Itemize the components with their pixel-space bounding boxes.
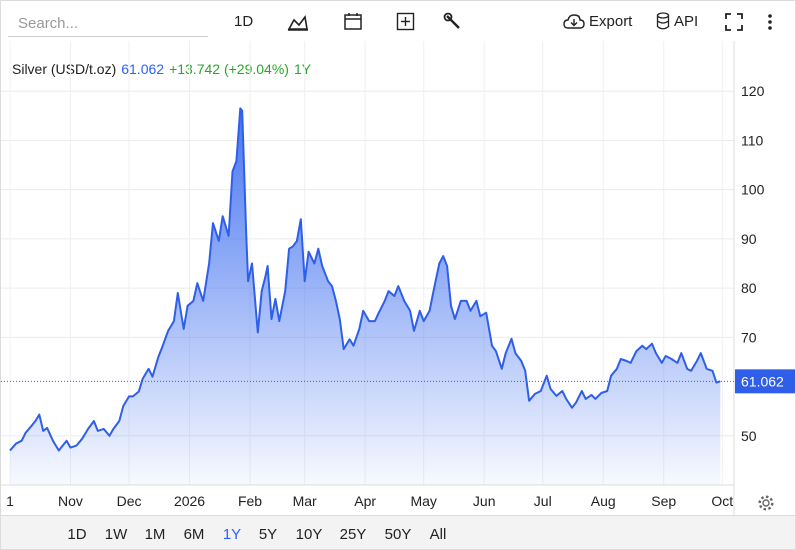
compare-icon[interactable] xyxy=(396,12,416,32)
chart: Silver (USD/t.oz) 61.062 +13.742 (+29.04%)… xyxy=(1,41,795,515)
period: 1Y xyxy=(294,61,312,77)
y-tick-label: 80 xyxy=(741,280,757,296)
x-tick-label: Nov xyxy=(58,493,83,509)
price-line xyxy=(9,107,721,452)
range-button[interactable]: 25Y xyxy=(339,526,367,543)
y-tick-label: 100 xyxy=(741,182,765,198)
x-tick-label: 1 xyxy=(6,493,14,509)
tools-icon[interactable] xyxy=(443,12,463,32)
x-tick-label: May xyxy=(410,493,436,509)
range-button[interactable]: 10Y xyxy=(295,526,323,543)
range-button[interactable]: 1D xyxy=(67,526,87,543)
chart-type-icon[interactable] xyxy=(287,12,309,32)
range-button[interactable]: 1W xyxy=(104,526,128,543)
range-button[interactable]: 50Y xyxy=(384,526,412,543)
api-button[interactable]: API xyxy=(674,13,699,30)
x-tick-label: Feb xyxy=(238,493,262,509)
toolbar: Search... 1D Export API xyxy=(1,1,795,41)
fullscreen-icon[interactable] xyxy=(724,12,744,32)
calendar-icon[interactable] xyxy=(343,11,363,31)
y-tick-label: 110 xyxy=(741,132,764,148)
x-tick-label: Sep xyxy=(651,493,676,509)
area-fill xyxy=(10,108,721,486)
settings-icon[interactable] xyxy=(757,494,775,512)
last-price: 61.062 xyxy=(121,61,164,77)
search-input[interactable]: Search... xyxy=(8,9,208,37)
y-tick-label: 50 xyxy=(741,428,757,444)
price-marker-label: 61.062 xyxy=(741,373,784,389)
x-tick-label: Jul xyxy=(534,493,552,509)
x-tick-label: 2026 xyxy=(174,493,205,509)
x-tick-label: Dec xyxy=(117,493,142,509)
interval-button[interactable]: 1D xyxy=(234,13,254,30)
x-tick-label: Aug xyxy=(591,493,616,509)
y-tick-label: 90 xyxy=(741,231,757,247)
range-button[interactable]: 1M xyxy=(144,526,166,543)
title: Silver (USD/t.oz) xyxy=(12,61,116,77)
x-tick-label: Mar xyxy=(293,493,317,509)
range-button[interactable]: 5Y xyxy=(258,526,278,543)
export-button[interactable]: Export xyxy=(589,13,633,30)
range-bar: 1D 1W 1M 6M 1Y 5Y 10Y 25Y 50Y All xyxy=(1,515,795,549)
price-change: +13.742 (+29.04%) xyxy=(169,61,289,77)
price-marker-box xyxy=(735,369,795,394)
range-button[interactable]: 6M xyxy=(183,526,205,543)
export-icon[interactable] xyxy=(563,13,585,31)
range-button[interactable]: All xyxy=(429,526,447,543)
x-tick-label: Apr xyxy=(354,493,376,509)
y-tick-label: 120 xyxy=(741,83,765,99)
y-tick-label: 70 xyxy=(741,329,757,345)
api-icon[interactable] xyxy=(656,12,670,30)
chart-title: Silver (USD/t.oz) 61.062 +13.742 (+29.04%)… xyxy=(12,61,312,77)
x-tick-label: Oct xyxy=(711,493,733,509)
x-tick-label: Jun xyxy=(473,493,496,509)
range-button[interactable]: 1Y xyxy=(212,526,252,549)
menu-icon[interactable] xyxy=(765,13,775,33)
